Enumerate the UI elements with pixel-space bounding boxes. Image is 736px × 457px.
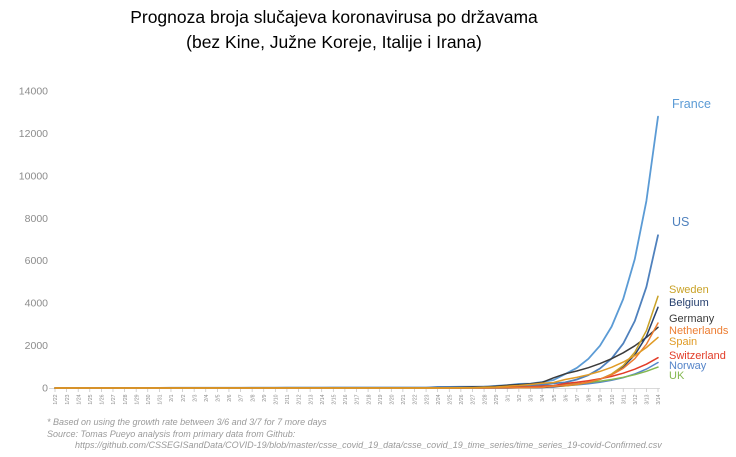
series-label-us: US [672, 215, 690, 229]
y-tick-label: 4000 [25, 298, 49, 310]
x-tick-label: 1/31 [158, 394, 164, 404]
series-label-sweden: Sweden [669, 284, 709, 296]
chart-title-line2: (bez Kine, Južne Koreje, Italije i Irana… [186, 32, 482, 52]
series-label-spain: Spain [669, 336, 698, 348]
x-tick-label: 1/27 [111, 394, 117, 404]
x-tick-label: 3/9 [598, 394, 604, 401]
series-line-spain [54, 336, 659, 389]
series-label-belgium: Belgium [669, 297, 709, 309]
x-tick-label: 2/21 [401, 394, 407, 404]
x-tick-label: 1/29 [134, 394, 140, 404]
x-tick-label: 3/4 [540, 394, 546, 401]
series-label-norway: Norway [669, 360, 707, 372]
y-tick-label: 0 [42, 383, 48, 395]
x-tick-label: 2/26 [459, 394, 465, 404]
x-tick-label: 2/13 [308, 394, 314, 404]
y-tick-label: 14000 [19, 86, 48, 98]
series-line-belgium [54, 306, 659, 389]
x-tick-label: 1/22 [53, 394, 59, 404]
x-tick-label: 2/10 [274, 394, 280, 404]
x-tick-label: 3/10 [610, 394, 616, 404]
series-label-france: France [672, 97, 711, 111]
y-tick-label: 12000 [19, 128, 48, 140]
footnote-source-url: https://github.com/CSSEGISandData/COVID-… [75, 440, 662, 450]
x-tick-label: 2/28 [482, 394, 488, 404]
x-tick-label: 3/7 [575, 394, 581, 401]
x-tick-label: 2/17 [355, 394, 361, 404]
x-tick-label: 2/24 [436, 394, 442, 404]
x-tick-label: 2/27 [471, 394, 477, 404]
x-tick-label: 2/19 [378, 394, 384, 404]
x-tick-label: 2/9 [262, 394, 268, 401]
y-tick-label: 10000 [19, 170, 48, 182]
x-tick-label: 2/4 [204, 394, 210, 401]
x-tick-label: 3/8 [587, 394, 593, 401]
series-line-netherlands [54, 322, 659, 389]
series-label-switzerland: Switzerland [669, 350, 726, 362]
y-tick-label: 6000 [25, 255, 49, 267]
x-tick-label: 2/12 [297, 394, 303, 404]
x-tick-label: 1/23 [65, 394, 71, 404]
x-tick-label: 2/15 [332, 394, 338, 404]
footnote-growth-rate: * Based on using the growth rate between… [47, 417, 327, 427]
x-tick-label: 2/18 [366, 394, 372, 404]
x-tick-label: 2/11 [285, 394, 291, 404]
series-label-germany: Germany [669, 313, 715, 325]
x-tick-label: 3/13 [645, 394, 651, 404]
footnote-source: Source: Tomas Pueyo analysis from primar… [47, 428, 296, 439]
x-tick-label: 1/24 [76, 394, 82, 404]
x-tick-label: 2/22 [413, 394, 419, 404]
x-tick-label: 2/25 [447, 394, 453, 404]
series-label-uk: UK [669, 370, 685, 382]
chart-title-line1: Prognoza broja slučajeva koronavirusa po… [130, 7, 538, 27]
series-line-sweden [54, 295, 659, 389]
x-tick-label: 2/14 [320, 394, 326, 404]
x-tick-label: 2/1 [169, 394, 175, 401]
x-tick-label: 3/12 [633, 394, 639, 404]
chart-footnotes: * Based on using the growth rate between… [47, 417, 727, 452]
series-label-netherlands: Netherlands [669, 325, 729, 337]
x-tick-label: 2/8 [250, 394, 256, 401]
x-tick-label: 3/6 [563, 394, 569, 401]
x-tick-label: 1/25 [88, 394, 94, 404]
series-line-france [54, 115, 659, 389]
series-line-us [54, 234, 659, 389]
x-tick-label: 2/29 [494, 394, 500, 404]
x-tick-label: 3/14 [656, 394, 662, 404]
x-tick-label: 2/6 [227, 394, 233, 401]
x-tick-label: 3/3 [529, 394, 535, 401]
x-tick-label: 3/5 [552, 394, 558, 401]
x-tick-label: 2/20 [389, 394, 395, 404]
x-tick-label: 1/30 [146, 394, 152, 404]
x-tick-label: 3/1 [505, 394, 511, 401]
x-tick-label: 2/5 [216, 394, 222, 401]
x-tick-label: 2/3 [192, 394, 198, 401]
chart-title: Prognoza broja slučajeva koronavirusa po… [0, 5, 668, 55]
x-tick-label: 3/11 [621, 394, 627, 404]
x-tick-label: 2/2 [181, 394, 187, 401]
x-tick-label: 2/16 [343, 394, 349, 404]
x-tick-label: 2/7 [239, 394, 245, 401]
x-tick-label: 2/23 [424, 394, 430, 404]
x-tick-label: 3/2 [517, 394, 523, 401]
y-tick-label: 2000 [25, 340, 49, 352]
x-tick-label: 1/28 [123, 394, 129, 404]
y-tick-label: 8000 [25, 213, 49, 225]
x-tick-label: 1/26 [100, 394, 106, 404]
